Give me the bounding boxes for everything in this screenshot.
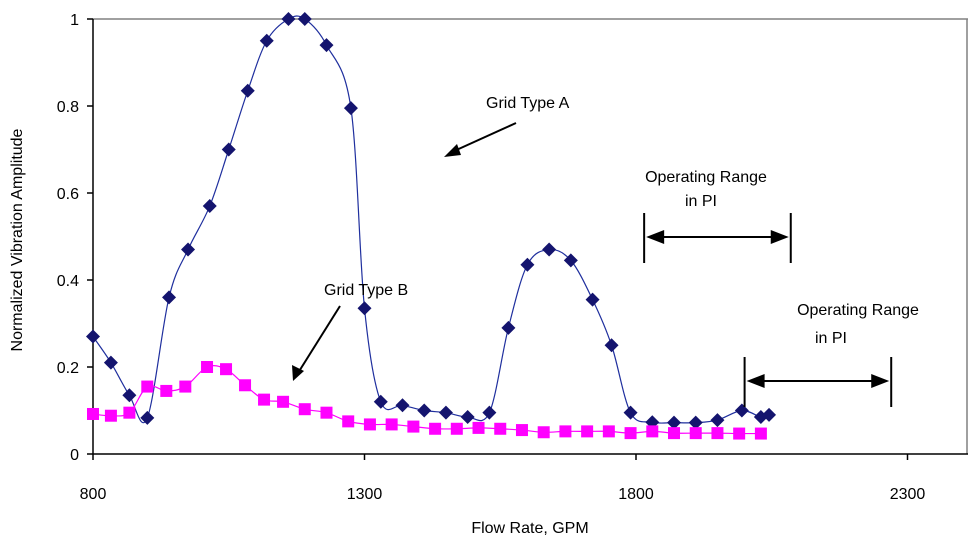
x-axis-ticks: 800 1300 1800 2300	[80, 454, 926, 503]
grid-type-a-point	[604, 338, 619, 353]
grid-type-a-point	[162, 290, 177, 305]
grid-type-b-point	[602, 425, 615, 438]
grid-type-a-line	[92, 15, 770, 424]
range-arrowhead-left	[746, 374, 765, 388]
grid-type-b-point	[559, 425, 572, 438]
y-axis-title: Normalized Vibration Amplitude	[9, 128, 26, 351]
x-tick-label: 1800	[618, 486, 654, 503]
y-tick-label: 0.8	[57, 99, 79, 116]
grid-type-b-arrow	[297, 305, 341, 374]
operating-range-1-arrow	[643, 213, 792, 263]
range1-label-line2: in PI	[685, 193, 717, 210]
grid-type-a-point	[563, 253, 578, 268]
grid-type-b-point	[320, 406, 333, 419]
grid-type-a-point	[297, 12, 312, 26]
grid-type-a-point	[140, 410, 155, 425]
grid-type-b-point	[689, 427, 702, 440]
grid-type-a-point	[319, 38, 334, 53]
range1-label-line1: Operating Range	[645, 169, 767, 186]
grid-type-b-point	[733, 427, 746, 440]
grid-type-a-point	[688, 415, 703, 430]
grid-type-a-point	[482, 405, 497, 420]
grid-type-a-point	[122, 388, 137, 403]
grid-type-a-arrowhead	[444, 144, 461, 157]
grid-type-b-point	[342, 415, 355, 428]
grid-type-a-point	[221, 142, 236, 157]
x-tick-label: 1300	[347, 486, 383, 503]
grid-type-b-point	[515, 424, 528, 437]
x-tick-label: 2300	[890, 486, 926, 503]
grid-type-a-point	[623, 405, 638, 420]
y-axis-ticks: 0 0.2 0.4 0.6 0.8 1	[57, 12, 93, 464]
range2-label-line1: Operating Range	[797, 302, 919, 319]
grid-type-a-arrow	[451, 122, 517, 153]
grid-type-b-point	[160, 384, 173, 397]
grid-type-b-point	[201, 361, 214, 373]
grid-type-b-point	[104, 409, 117, 422]
grid-type-b-point	[407, 420, 420, 433]
grid-type-b-point	[123, 406, 136, 419]
grid-type-a-point	[240, 83, 255, 98]
grid-type-b-point	[624, 427, 637, 440]
grid-type-b-arrowhead	[292, 365, 304, 381]
grid-type-a-point	[281, 12, 296, 26]
grid-type-a-point	[357, 301, 372, 316]
grid-type-a-point	[542, 242, 557, 257]
grid-type-a-label: Grid Type A	[486, 95, 570, 112]
range2-label-line2: in PI	[815, 330, 847, 347]
y-tick-label: 0	[70, 447, 79, 464]
grid-type-a-point	[460, 410, 475, 425]
grid-type-a-point	[259, 33, 274, 48]
grid-type-b-point	[239, 379, 252, 392]
grid-type-a-point	[762, 407, 777, 422]
grid-type-b-point	[220, 363, 233, 376]
grid-type-a-point	[417, 403, 432, 418]
grid-type-a-point	[181, 242, 196, 257]
operating-range-2-arrow	[743, 357, 893, 407]
grid-type-a-point	[438, 405, 453, 420]
grid-type-b-point	[298, 403, 311, 416]
x-tick-label: 800	[80, 486, 107, 503]
grid-type-b-point	[754, 427, 767, 440]
grid-type-a-point	[86, 329, 100, 344]
grid-type-a-point	[501, 320, 516, 335]
y-tick-label: 0.2	[57, 360, 79, 377]
grid-type-a-point	[343, 101, 358, 116]
grid-type-b-point	[646, 425, 659, 438]
grid-type-a-point	[202, 199, 217, 214]
grid-type-b-point	[277, 395, 290, 408]
grid-type-a-point	[520, 257, 535, 272]
y-tick-label: 0.6	[57, 186, 79, 203]
grid-type-a-point	[734, 403, 749, 418]
series-layer	[86, 12, 777, 440]
y-tick-label: 0.4	[57, 273, 79, 290]
grid-type-b-label: Grid Type B	[324, 282, 408, 299]
grid-type-b-point	[179, 380, 192, 393]
range-arrowhead-left	[646, 230, 665, 244]
range-arrowhead-right	[871, 374, 890, 388]
x-axis-title: Flow Rate, GPM	[471, 520, 588, 537]
grid-type-b-point	[581, 425, 594, 438]
grid-type-a-point	[373, 394, 388, 409]
grid-type-a-point	[585, 292, 600, 307]
grid-type-a-point	[395, 398, 410, 413]
grid-type-b-point	[537, 426, 550, 439]
y-tick-label: 1	[70, 12, 79, 29]
grid-type-b-point	[450, 422, 463, 435]
grid-type-b-point	[87, 407, 99, 420]
grid-type-a-point	[103, 355, 118, 370]
grid-type-b-point	[668, 427, 681, 440]
grid-type-b-point	[711, 427, 724, 440]
range-arrowhead-right	[770, 230, 789, 244]
grid-type-a-point	[667, 415, 682, 430]
grid-type-b-point	[472, 421, 485, 434]
grid-type-b-point	[363, 418, 376, 431]
grid-type-b-point	[141, 380, 154, 393]
grid-type-a-point	[710, 413, 725, 428]
grid-type-b-point	[494, 422, 507, 435]
grid-type-b-point	[258, 393, 271, 406]
grid-type-b-point	[385, 418, 398, 431]
grid-type-b-point	[429, 422, 442, 435]
